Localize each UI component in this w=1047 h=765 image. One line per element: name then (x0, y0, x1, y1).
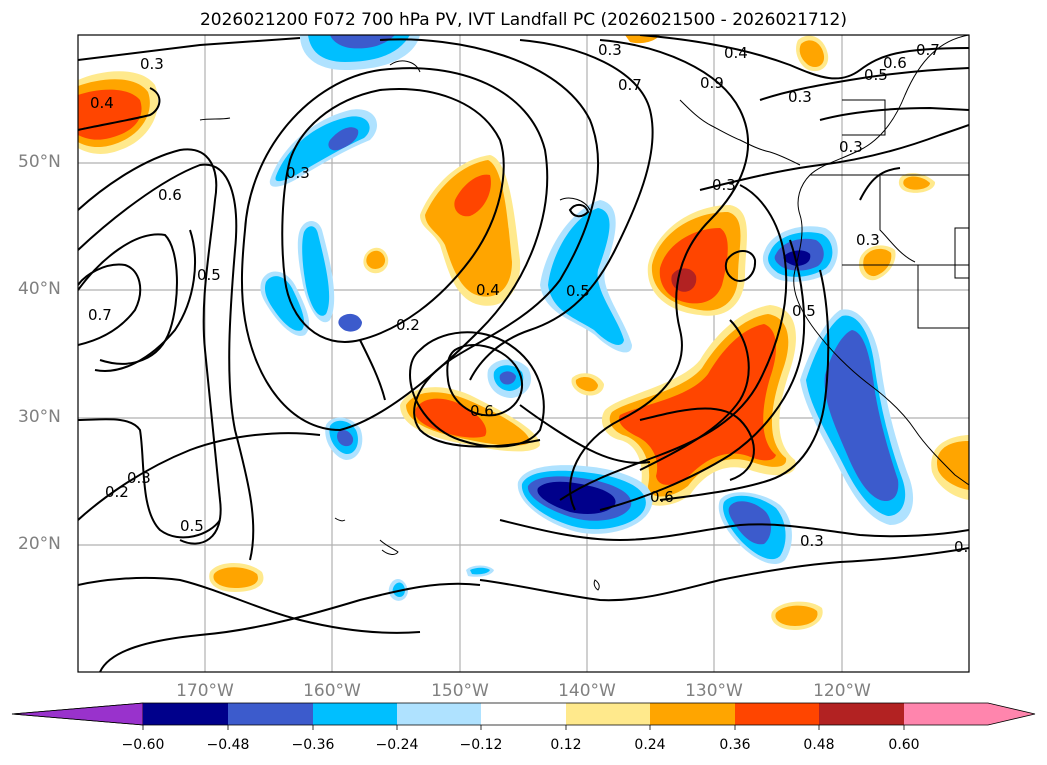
lon-label: 130°W (685, 681, 743, 701)
contour-label: 0.4 (476, 281, 500, 299)
colorbar-cell (650, 703, 735, 725)
contour-label: 0.4 (724, 44, 748, 62)
lat-label: 20°N (18, 534, 61, 554)
contour-label: 0.6 (470, 402, 494, 420)
colorbar-cell (566, 703, 650, 725)
contour-label: 0.3 (127, 469, 151, 487)
contour-label: 0.2 (105, 483, 129, 501)
lat-label: 40°N (18, 279, 61, 299)
contour-label: 0.4 (90, 94, 114, 112)
contour-label: 0.2 (396, 316, 420, 334)
contour-label: 0.6 (650, 488, 674, 506)
colorbar-cell (228, 703, 313, 725)
contour-label: 0.6 (883, 54, 907, 72)
contour-label: 0.5 (180, 517, 204, 535)
lon-label: 170°W (176, 681, 234, 701)
colorbar (11, 702, 1036, 730)
contour-label: 0.9 (700, 74, 724, 92)
pv-contours (78, 35, 969, 672)
colorbar-cell (397, 703, 481, 725)
lon-label: 140°W (558, 681, 616, 701)
contour-label: 0. (954, 538, 968, 556)
contour-label: 0.3 (140, 55, 164, 73)
colorbar-cell (143, 703, 228, 725)
colorbar-tick-label: −0.60 (121, 737, 165, 753)
colorbar-tick-label: −0.36 (291, 737, 335, 753)
colorbar-cell (481, 703, 566, 725)
map-title: 2026021200 F072 700 hPa PV, IVT Landfall… (199, 10, 847, 30)
contour-label: 0.5 (792, 302, 816, 320)
coastlines (199, 35, 969, 591)
colorbar-tick-label: 0.24 (634, 737, 666, 753)
colorbar-tick-label: 0.12 (550, 737, 582, 753)
contour-label: 0.3 (839, 138, 863, 156)
contour-label: 0.7 (618, 76, 642, 94)
lat-label: 50°N (18, 152, 61, 172)
colorbar-cell (313, 703, 397, 725)
contour-label: 0.3 (856, 231, 880, 249)
contour-label: 0.3 (788, 88, 812, 106)
contour-label: 0.6 (158, 186, 182, 204)
contour-label: 0.7 (88, 306, 112, 324)
lon-label: 160°W (303, 681, 361, 701)
contour-label: 0.5 (197, 266, 221, 284)
colorbar-extend-high (904, 703, 1035, 725)
contour-label: 0.3 (712, 176, 736, 194)
lon-label: 150°W (431, 681, 489, 701)
contour-label: 0.3 (598, 41, 622, 59)
colorbar-tick-label: −0.24 (375, 737, 419, 753)
contour-label: 0.5 (566, 282, 590, 300)
colorbar-tick-label: 0.36 (719, 737, 751, 753)
contour-label: 0.5 (864, 66, 888, 84)
colorbar-extend-low (11, 702, 144, 726)
colorbar-tick-label: 0.48 (803, 737, 835, 753)
contour-labels: 0.3 0.4 0.6 0.5 0.7 0.3 0.2 0.4 0.5 0.6 … (88, 41, 968, 556)
contour-label: 0.7 (916, 41, 940, 59)
colorbar-tick-label: −0.12 (459, 737, 503, 753)
colorbar-tick-label: −0.48 (206, 737, 250, 753)
lon-label: 120°W (813, 681, 871, 701)
colorbar-tick-label: 0.60 (888, 737, 920, 753)
colorbar-cell (735, 703, 819, 725)
map-frame (77, 34, 970, 673)
contour-label: 0.3 (286, 164, 310, 182)
contour-label: 0.3 (800, 532, 824, 550)
colorbar-cell (819, 703, 904, 725)
lat-label: 30°N (18, 407, 61, 427)
